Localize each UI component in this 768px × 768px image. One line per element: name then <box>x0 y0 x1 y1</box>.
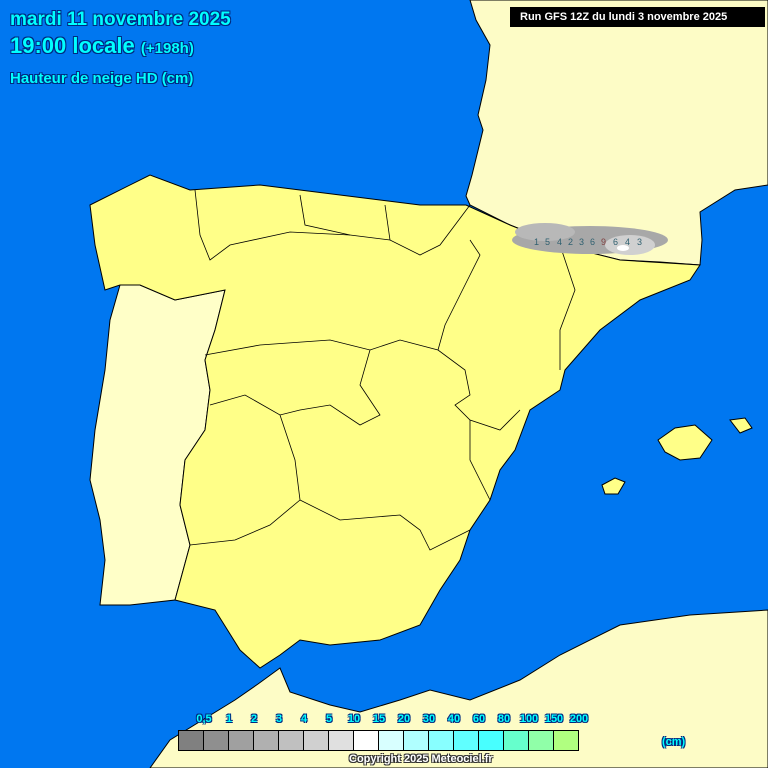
lead-time: (+198h) <box>140 40 194 57</box>
snow-depth-label: 9 <box>601 237 606 247</box>
legend-swatch <box>379 731 404 750</box>
legend-label: 150 <box>544 713 564 725</box>
snow-depth-label: 2 <box>568 237 573 247</box>
legend-swatch <box>404 731 429 750</box>
legend-swatch <box>529 731 554 750</box>
parameter-title: Hauteur de neige HD (cm) <box>10 70 194 87</box>
legend-unit: (cm) <box>662 736 686 748</box>
copyright: Copyright 2025 Meteociel.fr <box>349 753 493 765</box>
legend-label: 40 <box>447 713 461 725</box>
snow-depth-label: 4 <box>557 237 562 247</box>
legend-swatch <box>304 731 329 750</box>
run-info: Run GFS 12Z du lundi 3 novembre 2025 <box>510 7 765 27</box>
legend-swatch <box>429 731 454 750</box>
legend-swatch <box>279 731 304 750</box>
ibiza <box>601 477 626 495</box>
snow-depth-label: 4 <box>625 237 630 247</box>
legend-label: 4 <box>300 713 308 725</box>
legend-label: 100 <box>519 713 539 725</box>
legend-swatch <box>329 731 354 750</box>
color-legend <box>178 730 579 751</box>
local-time: 19:00 locale <box>10 33 135 58</box>
menorca <box>729 417 753 434</box>
legend-swatch <box>504 731 529 750</box>
legend-label: 5 <box>325 713 333 725</box>
legend-swatch <box>254 731 279 750</box>
snow-depth-label: 6 <box>590 237 595 247</box>
legend-label: 0,5 <box>196 713 212 725</box>
legend-swatch <box>479 731 504 750</box>
snow-depth-label: 1 <box>534 237 539 247</box>
legend-label: 3 <box>275 713 283 725</box>
legend-label: 30 <box>422 713 436 725</box>
legend-swatch <box>179 731 204 750</box>
legend-label: 2 <box>250 713 258 725</box>
forecast-time: 19:00 locale (+198h) <box>10 33 194 59</box>
africa-land <box>149 609 768 768</box>
legend-label: 200 <box>569 713 589 725</box>
region-borders <box>189 189 576 551</box>
legend-label: 1 <box>225 713 233 725</box>
forecast-date: mardi 11 novembre 2025 <box>10 9 231 30</box>
legend-swatch <box>229 731 254 750</box>
mallorca <box>657 424 713 461</box>
snow-depth-label: 3 <box>637 237 642 247</box>
snow-depth-label: 5 <box>545 237 550 247</box>
snow-area <box>512 223 668 255</box>
legend-label: 15 <box>372 713 386 725</box>
legend-swatch <box>554 731 578 750</box>
legend-swatch <box>454 731 479 750</box>
legend-label: 20 <box>397 713 411 725</box>
legend-label: 60 <box>472 713 486 725</box>
snow-depth-label: 3 <box>579 237 584 247</box>
legend-label: 80 <box>497 713 511 725</box>
legend-swatch <box>354 731 379 750</box>
legend-swatch <box>204 731 229 750</box>
snow-depth-label: 6 <box>613 237 618 247</box>
legend-label: 10 <box>347 713 361 725</box>
